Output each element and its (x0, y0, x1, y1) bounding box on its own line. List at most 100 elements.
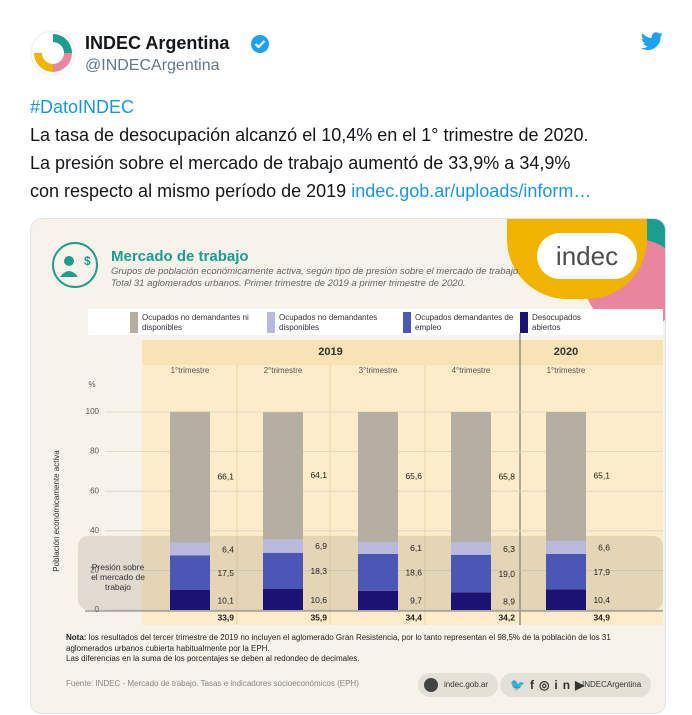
tweet-text: con respecto al mismo período de 2019 in… (30, 181, 591, 202)
bar-segment (358, 553, 398, 591)
bar-segment (170, 590, 210, 610)
y-tick-label: 80 (90, 447, 99, 456)
value-label: 65,8 (498, 471, 515, 481)
user-name[interactable]: INDEC Argentina (85, 33, 230, 53)
value-label: 8,9 (503, 596, 515, 606)
value-label: 6,1 (410, 543, 422, 553)
y-axis-label: Población económicamente activa (52, 450, 61, 572)
value-label: 6,3 (503, 544, 515, 554)
legend-label: Ocupados demandantes de empleo (415, 313, 514, 332)
tweet-text: con respecto al mismo período de 2019 (30, 181, 347, 201)
legend-swatch (130, 312, 138, 333)
social[interactable]: INDECArgentina (582, 680, 642, 689)
legend-label: Ocupados no demandantes ni disponibles (142, 313, 249, 332)
user-handle[interactable]: @INDECArgentina (85, 57, 220, 74)
year-band (142, 340, 663, 365)
x-tick-label: 3°trimestre (359, 366, 398, 375)
bar-segment (451, 554, 491, 593)
bar-segment (546, 589, 586, 610)
bar-segment (358, 590, 398, 610)
value-label: 17,9 (593, 567, 610, 577)
legend-label: Ocupados no demandantes disponibles (279, 313, 378, 332)
value-label: 66,1 (217, 471, 234, 481)
y-unit: % (88, 380, 95, 389)
y-tick-label: 0 (95, 605, 100, 614)
logo: indec (537, 233, 637, 279)
bar-segment (451, 542, 491, 555)
value-label: 6,9 (315, 541, 327, 551)
avatar[interactable] (30, 30, 76, 76)
chart-title: Mercado de trabajo (111, 248, 249, 265)
note-label: Nota: (66, 633, 87, 642)
y-tick-label: 20 (90, 566, 99, 575)
bar-segment (263, 539, 303, 553)
link[interactable]: indec.gob.ar/uploads/inform… (351, 181, 592, 201)
pressure-total: 35,9 (310, 612, 327, 622)
value-label: 18,3 (310, 566, 327, 576)
globe-icon (424, 678, 438, 692)
bar-segment (451, 412, 491, 543)
value-label: 65,1 (593, 471, 610, 481)
year-label: 2020 (554, 346, 578, 358)
bar-segment (263, 412, 303, 540)
source: Fuente: INDEC - Mercado de trabajo. Tasa… (66, 679, 359, 688)
social-pill[interactable]: 🐦f◎in▶ INDECArgentina (500, 673, 652, 697)
value-label: 65,6 (405, 471, 422, 481)
pressure-total: 34,9 (593, 612, 610, 622)
value-label: 9,7 (410, 596, 422, 606)
verified-badge (251, 35, 269, 53)
x-tick-label: 4°trimestre (452, 366, 491, 375)
bar-segment (170, 542, 210, 556)
icon: $ (52, 242, 98, 288)
hashtag[interactable]: #DatoINDEC (30, 97, 135, 117)
bar-segment (170, 411, 210, 543)
bar-segment (546, 540, 586, 554)
value-label: 6,6 (598, 543, 610, 553)
pressure-total: 34,4 (405, 612, 422, 622)
pressure-label: Presión sobre el mercado de trabajo (91, 562, 145, 592)
bar-segment (358, 541, 398, 554)
pressure-total: 34,2 (498, 612, 515, 622)
legend-swatch (403, 312, 411, 333)
tweet-text: La presión sobre el mercado de trabajo a… (30, 153, 571, 173)
site[interactable]: indec.gob.ar (444, 680, 489, 689)
bar-segment (263, 589, 303, 610)
note-text: Las diferencias en la suma de los porcen… (66, 654, 360, 663)
value-label: 18,6 (405, 568, 422, 578)
legend-bg (88, 309, 663, 335)
twitter-logo[interactable] (640, 32, 664, 52)
value-label: 19,0 (498, 569, 515, 579)
y-tick-label: 40 (90, 526, 99, 535)
chart-subtitle: Grupos de población económicamente activ… (111, 266, 521, 289)
legend-label: Desocupados abiertos (532, 313, 581, 332)
note: Nota: los resultados del tercer trimestr… (66, 633, 651, 665)
x-tick-label: 1°trimestre (547, 366, 586, 375)
value-label: 10,1 (217, 595, 234, 605)
site-pill[interactable]: indec.gob.ar (418, 673, 499, 697)
y-tick-label: 60 (90, 486, 99, 495)
y-tick-label: 100 (86, 407, 100, 416)
year-label: 2019 (318, 346, 342, 358)
bar-segment (358, 412, 398, 542)
legend-swatch (267, 312, 275, 333)
value-label: 10,6 (310, 595, 327, 605)
x-tick-label: 2°trimestre (264, 366, 303, 375)
legend-swatch (520, 312, 528, 333)
value-label: 10,4 (593, 595, 610, 605)
bar-segment (546, 553, 586, 590)
pressure-total: 33,9 (217, 612, 234, 622)
social-icons: 🐦f◎in▶ (510, 678, 590, 692)
bar-segment (451, 592, 491, 610)
x-tick-label: 1°trimestre (171, 366, 210, 375)
bar-segment (546, 412, 586, 541)
note-text: los resultados del tercer trimestre de 2… (66, 633, 611, 653)
value-label: 17,5 (217, 568, 234, 578)
value-label: 6,4 (222, 544, 234, 554)
tweet-text: La tasa de desocupación alcanzó el 10,4%… (30, 125, 589, 145)
bar-segment (263, 552, 303, 590)
value-label: 64,1 (310, 470, 327, 480)
svg-text:$: $ (84, 254, 91, 268)
bar-segment (170, 555, 210, 591)
